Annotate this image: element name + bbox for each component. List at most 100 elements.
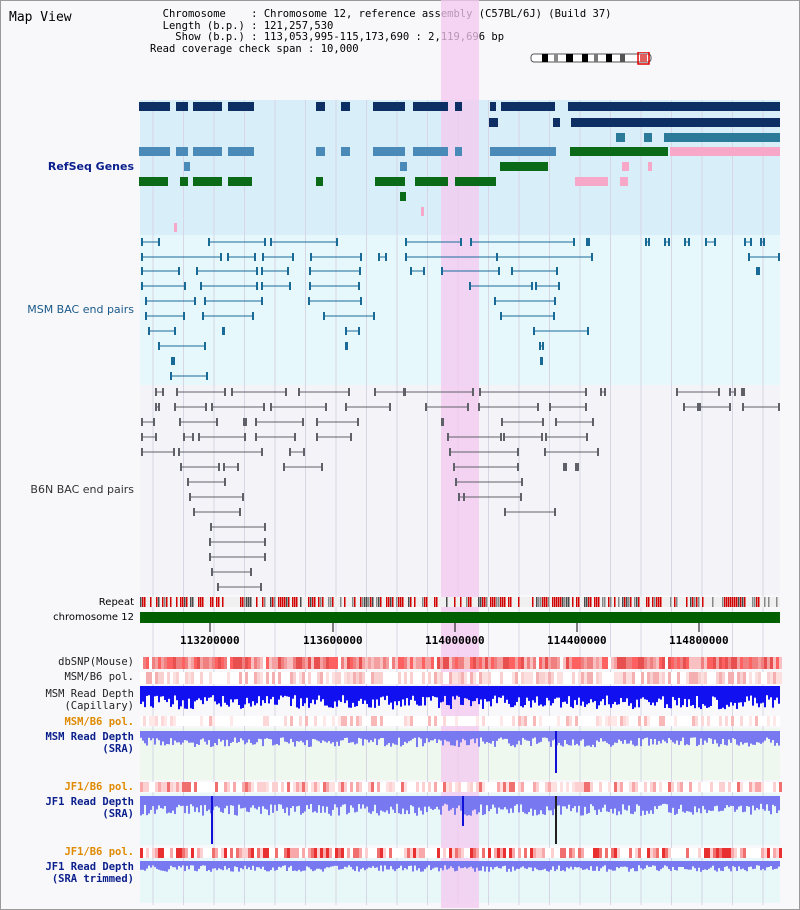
read-depth-bar bbox=[624, 861, 626, 867]
msm-bac-pair-end bbox=[223, 327, 225, 335]
heatmap-cell bbox=[653, 657, 656, 669]
read-depth-bar bbox=[170, 686, 172, 707]
heatmap-cell bbox=[602, 657, 605, 669]
heatmap-cell bbox=[392, 657, 395, 669]
repeat-element bbox=[466, 597, 468, 607]
heatmap-cell bbox=[443, 657, 446, 669]
heatmap-cell bbox=[578, 782, 581, 792]
heatmap-cell bbox=[386, 782, 389, 792]
read-depth-bar bbox=[242, 686, 244, 708]
msm-bac-pair-end bbox=[262, 253, 264, 261]
repeat-element bbox=[544, 597, 546, 607]
heatmap-cell bbox=[266, 848, 269, 858]
heatmap-cell bbox=[725, 657, 728, 669]
heatmap-cell bbox=[257, 657, 260, 669]
read-depth-bar bbox=[610, 731, 612, 747]
repeat-element bbox=[192, 597, 194, 607]
heatmap-cell bbox=[242, 657, 245, 669]
read-depth-bar bbox=[306, 796, 308, 806]
read-depth-bar bbox=[558, 686, 560, 698]
read-depth-bar bbox=[480, 861, 482, 871]
read-depth-bar bbox=[624, 796, 626, 810]
repeat-element bbox=[364, 597, 366, 607]
read-depth-bar bbox=[486, 861, 488, 867]
read-depth-bar bbox=[196, 796, 198, 808]
msm-bac-pair-end bbox=[261, 297, 263, 305]
b6n-bac-pair-end bbox=[179, 418, 181, 426]
heatmap-cell bbox=[698, 657, 701, 669]
repeat-element bbox=[736, 597, 738, 607]
read-depth-bar bbox=[720, 861, 722, 871]
b6n-bac-pair-end bbox=[729, 388, 731, 396]
read-depth-bar bbox=[274, 861, 276, 871]
b6n-bac-pair-end bbox=[255, 418, 257, 426]
heatmap-cell bbox=[470, 672, 473, 684]
read-depth-bar bbox=[144, 686, 146, 708]
heatmap-cell bbox=[284, 657, 287, 669]
repeat-element bbox=[584, 597, 586, 607]
heatmap-cell bbox=[536, 848, 539, 858]
heatmap-cell bbox=[173, 672, 176, 684]
heatmap-cell bbox=[266, 657, 269, 669]
heatmap-cell bbox=[536, 782, 539, 792]
heatmap-cell bbox=[599, 672, 602, 684]
b6n-bac-pair-end bbox=[321, 463, 323, 471]
heatmap-cell bbox=[425, 657, 428, 669]
read-depth-bar bbox=[250, 686, 252, 707]
read-depth-bar bbox=[506, 861, 508, 872]
heatmap-cell bbox=[686, 848, 689, 858]
read-depth-bar bbox=[358, 686, 360, 701]
heatmap-cell bbox=[644, 657, 647, 669]
heatmap-cell bbox=[446, 657, 449, 669]
heatmap-cell bbox=[779, 848, 782, 858]
heatmap-cell bbox=[734, 848, 737, 858]
chromosome-ideogram[interactable] bbox=[530, 52, 655, 66]
read-depth-bar bbox=[490, 861, 492, 868]
read-depth-bar bbox=[288, 861, 290, 868]
read-depth-bar bbox=[296, 861, 298, 872]
b6n-bac-pair-end bbox=[585, 388, 587, 396]
read-depth-bar bbox=[498, 861, 500, 869]
heatmap-cell bbox=[779, 782, 782, 792]
repeat-element bbox=[496, 597, 498, 607]
gene-feature bbox=[490, 102, 496, 111]
read-depth-bar bbox=[404, 686, 406, 706]
read-depth-bar bbox=[298, 686, 300, 709]
read-depth-bar bbox=[518, 796, 520, 813]
b6n-bac-pair-end bbox=[577, 463, 579, 471]
repeat-element bbox=[686, 597, 688, 607]
read-depth-bar bbox=[438, 686, 440, 708]
read-depth-bar bbox=[444, 861, 446, 866]
read-depth-bar bbox=[156, 796, 158, 810]
read-depth-bar bbox=[326, 796, 328, 807]
read-depth-bar bbox=[470, 796, 472, 816]
page-title: Map View bbox=[9, 10, 72, 25]
heatmap-cell bbox=[317, 657, 320, 669]
read-depth-bar bbox=[262, 796, 264, 807]
read-depth-bar bbox=[660, 686, 662, 700]
heatmap-cell bbox=[392, 782, 395, 792]
heatmap-cell bbox=[509, 848, 512, 858]
heatmap-cell bbox=[545, 782, 548, 792]
gene-feature bbox=[184, 162, 190, 171]
b6n-bac-pair-end bbox=[597, 448, 599, 456]
read-depth-bar bbox=[526, 796, 528, 815]
msm-bac-pair-end bbox=[410, 267, 412, 275]
read-depth-bar bbox=[204, 731, 206, 742]
heatmap-cell bbox=[731, 672, 734, 684]
read-depth-bar bbox=[340, 686, 342, 702]
heatmap-cell bbox=[203, 672, 206, 684]
read-depth-bar bbox=[416, 731, 418, 748]
heatmap-cell bbox=[398, 657, 401, 669]
read-depth-bar bbox=[488, 861, 490, 872]
read-depth-bar bbox=[200, 731, 202, 740]
read-depth-bar bbox=[362, 686, 364, 704]
heatmap-cell bbox=[617, 672, 620, 684]
repeat-element bbox=[262, 597, 264, 607]
heatmap-cell bbox=[386, 657, 389, 669]
read-depth-bar bbox=[748, 686, 750, 701]
read-depth-bar bbox=[432, 686, 434, 697]
read-depth-bar bbox=[504, 861, 506, 866]
read-depth-bar bbox=[158, 686, 160, 703]
